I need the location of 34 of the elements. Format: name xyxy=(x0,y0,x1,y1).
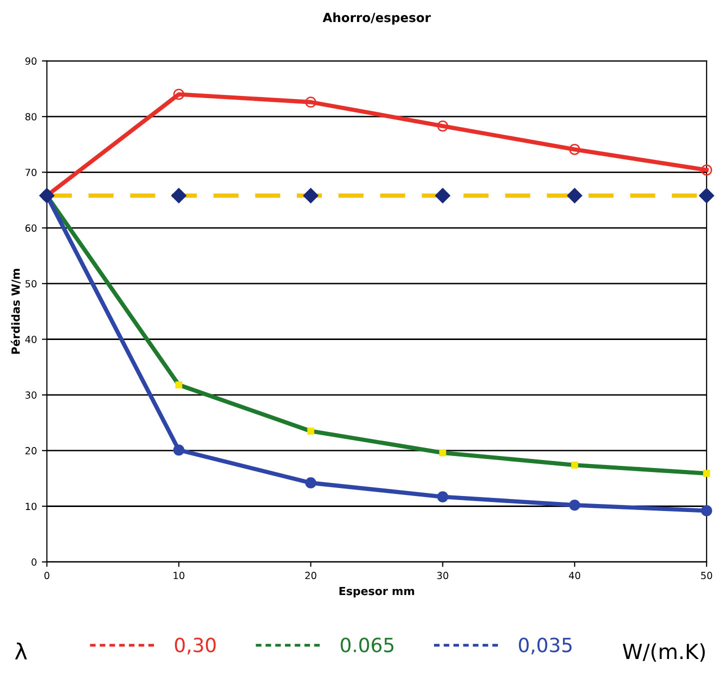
point xyxy=(701,505,712,516)
text: W/(m.K) xyxy=(622,643,705,662)
point xyxy=(569,144,580,155)
point xyxy=(173,444,184,456)
legend-title: λ xyxy=(15,642,27,660)
y-tick-label: 90 xyxy=(25,57,36,65)
y-tick-label: 0 xyxy=(32,558,36,566)
y-tick-label: 60 xyxy=(25,224,36,232)
point xyxy=(437,120,448,132)
x-tick-label: 0 xyxy=(44,572,50,580)
point xyxy=(305,477,316,488)
y-tick-label: 40 xyxy=(25,336,36,344)
legend-label: 0,30 xyxy=(174,638,216,654)
x-tick-label: 50 xyxy=(701,572,712,580)
x-tick-label: 40 xyxy=(568,572,580,580)
x-axis-title: Espesor mm xyxy=(340,586,414,598)
legend-label: 0.065 xyxy=(340,638,394,652)
point xyxy=(173,88,184,100)
x-tick-label: 20 xyxy=(305,572,316,580)
y-tick-label: 70 xyxy=(26,168,36,176)
y-tick-label: 10 xyxy=(26,502,36,510)
legend-label: 0,035 xyxy=(518,638,572,654)
y-tick-label: 30 xyxy=(26,391,36,399)
point xyxy=(305,96,316,108)
point xyxy=(437,491,448,502)
point xyxy=(701,164,712,176)
x-tick-label: 30 xyxy=(437,572,448,580)
y-axis-title: Pérdidas W/m xyxy=(10,268,21,354)
x-tick-label: 10 xyxy=(174,572,184,580)
y-tick-label: 20 xyxy=(25,447,36,454)
y-tick-label: 50 xyxy=(26,280,36,288)
chart-title: Ahorro/espesor xyxy=(322,12,431,25)
y-tick-label: 80 xyxy=(25,113,36,120)
point xyxy=(569,500,580,511)
